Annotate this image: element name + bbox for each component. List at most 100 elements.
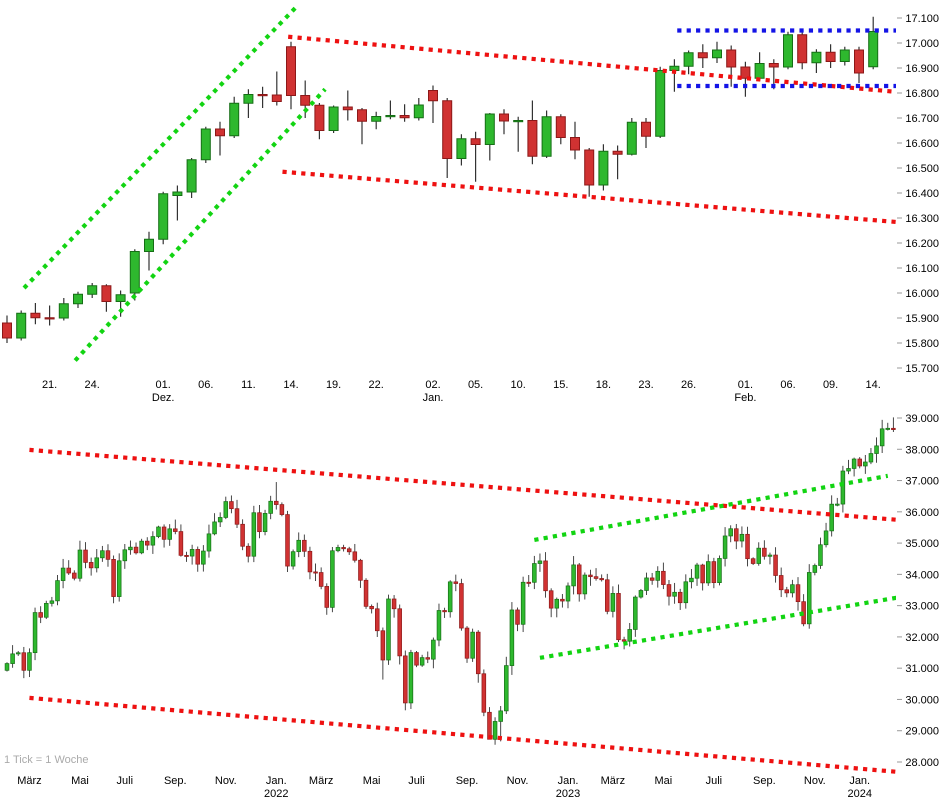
candle-up [644,577,649,591]
candle-up [4,663,10,671]
x-axis-label: März [309,775,333,787]
candle-up [10,653,15,664]
candle-up [868,31,879,68]
candle-up [582,574,588,595]
candle-up [335,547,341,552]
candle-down [30,312,41,319]
candle-down [286,46,296,96]
candle-down [555,116,566,138]
candle-up [513,120,524,123]
candlesticks [2,16,879,343]
x-axis-label: Jan. [849,775,870,787]
y-axis-label: 29.000 [905,726,939,738]
candle-down [481,673,487,713]
candle-up [626,121,637,155]
candle-down [797,34,808,64]
trendline-green [22,6,297,290]
candle-up [32,612,38,654]
x-axis-period-label: 2022 [264,788,288,800]
candle-up [504,665,509,712]
y-axis-label: 15.800 [905,338,939,350]
candle-up [846,468,851,472]
x-axis-label: 19. [326,379,341,391]
candle-down [825,51,836,62]
candle-down [527,120,538,157]
candle-up [683,52,694,67]
candle-up [172,191,183,196]
candle-down [307,550,313,573]
candle-up [705,561,711,584]
y-axis-label: 37.000 [905,476,939,488]
x-axis-label: 24. [85,379,100,391]
x-axis-label: 09. [823,379,838,391]
candle-up [73,293,83,305]
candle-up [712,49,722,59]
y-axis-label: 16.300 [905,213,939,225]
candle-up [100,550,105,559]
x-axis-label: 26. [681,379,696,391]
candle-down [195,549,200,565]
x-axis-label: März [601,775,625,787]
trendline-green [73,87,327,362]
x-axis-label: Jan. [558,775,579,787]
candle-up [818,544,823,566]
candle-up [189,549,195,557]
y-axis-label: 16.700 [905,113,939,125]
x-axis-period-label: 2023 [556,788,580,800]
candle-up [385,115,396,118]
x-axis-label: 22. [369,379,384,391]
candle-up [139,540,144,554]
candle-up [371,116,382,122]
candle-down [641,121,651,137]
candle-down [740,66,751,79]
candle-down [346,548,352,553]
candle-down [750,558,756,564]
y-axis-label: 28.000 [905,757,939,769]
candle-down [300,95,311,106]
candle-up [717,558,722,584]
y-axis-label: 35.000 [905,538,939,550]
y-axis-label: 31.000 [905,663,939,675]
candle-down [548,590,554,609]
y-axis-label: 33.000 [905,601,939,613]
candle-down [762,547,767,557]
candle-up [767,554,773,557]
candle-down [352,551,358,561]
candle-up [638,590,644,598]
candle-down [342,106,353,111]
x-axis-label: Jan. [266,775,287,787]
y-axis-label: 17.100 [905,13,939,25]
candle-up [408,652,414,704]
candle-up [58,303,69,319]
candle-up [754,63,765,79]
candle-down [341,547,346,550]
candle-up [44,603,49,618]
candle-up [655,70,666,137]
candle-down [38,612,43,618]
candle-down [279,504,285,515]
candle-up [206,533,212,552]
candle-up [532,563,537,583]
candle-up [554,598,560,609]
candle-down [363,579,369,607]
candle-up [484,113,495,145]
candle-down [543,560,548,592]
candle-down [313,571,318,574]
candle-up [863,461,868,467]
candle-down [399,115,410,119]
candle-down [133,546,139,554]
candle-up [386,598,391,661]
candle-down [357,109,367,122]
candle-down [178,531,184,556]
candle-up [683,581,689,604]
y-axis-label: 38.000 [905,444,939,456]
candle-up [806,572,812,625]
x-axis-label: Mai [71,775,89,787]
candle-down [442,100,453,159]
candle-up [122,549,128,562]
candle-down [173,528,178,532]
candle-down [375,608,380,632]
candle-down [425,657,431,660]
candle-down [44,317,55,320]
candle-down [464,627,470,659]
